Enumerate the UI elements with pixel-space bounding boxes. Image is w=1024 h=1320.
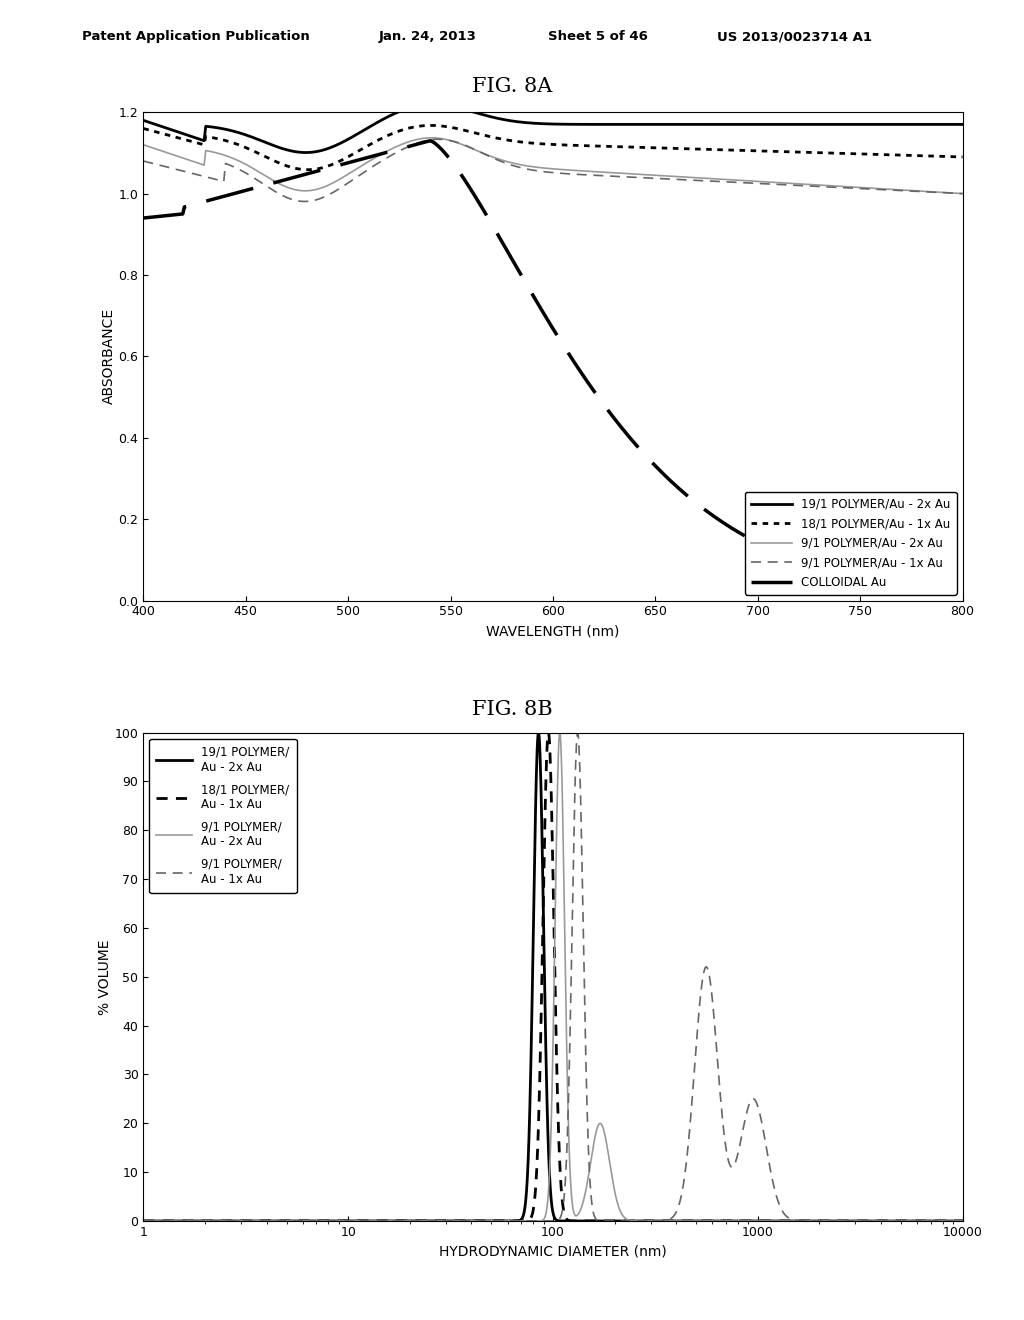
X-axis label: HYDRODYNAMIC DIAMETER (nm): HYDRODYNAMIC DIAMETER (nm)	[439, 1245, 667, 1258]
Text: FIG. 8A: FIG. 8A	[472, 78, 552, 96]
Y-axis label: ABSORBANCE: ABSORBANCE	[101, 309, 116, 404]
Text: Patent Application Publication: Patent Application Publication	[82, 30, 309, 44]
Text: Jan. 24, 2013: Jan. 24, 2013	[379, 30, 477, 44]
Y-axis label: % VOLUME: % VOLUME	[98, 939, 112, 1015]
Legend: 19/1 POLYMER/Au - 2x Au, 18/1 POLYMER/Au - 1x Au, 9/1 POLYMER/Au - 2x Au, 9/1 PO: 19/1 POLYMER/Au - 2x Au, 18/1 POLYMER/Au…	[744, 492, 956, 595]
Text: FIG. 8B: FIG. 8B	[472, 701, 552, 719]
Text: US 2013/0023714 A1: US 2013/0023714 A1	[717, 30, 871, 44]
Text: Sheet 5 of 46: Sheet 5 of 46	[548, 30, 648, 44]
X-axis label: WAVELENGTH (nm): WAVELENGTH (nm)	[486, 624, 620, 638]
Legend: 19/1 POLYMER/
Au - 2x Au, 18/1 POLYMER/
Au - 1x Au, 9/1 POLYMER/
Au - 2x Au, 9/1: 19/1 POLYMER/ Au - 2x Au, 18/1 POLYMER/ …	[150, 738, 297, 894]
